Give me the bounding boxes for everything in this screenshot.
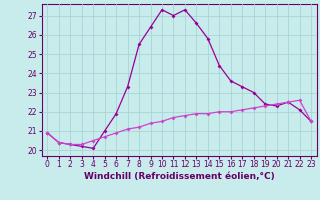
X-axis label: Windchill (Refroidissement éolien,°C): Windchill (Refroidissement éolien,°C) xyxy=(84,172,275,181)
